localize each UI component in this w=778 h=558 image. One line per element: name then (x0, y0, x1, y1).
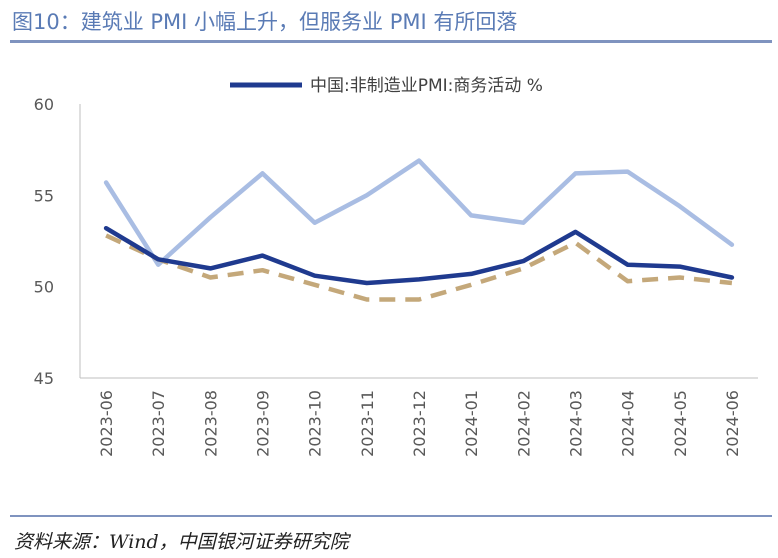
y-tick-label: 55 (34, 186, 54, 205)
y-tick-label: 50 (34, 278, 54, 297)
x-tick-label: 2023-12 (410, 390, 429, 457)
x-tick-label: 2024-02 (514, 390, 533, 457)
series-lines (103, 158, 735, 302)
x-tick-label: 2023-08 (201, 390, 220, 457)
y-axis: 45 50 55 60 (34, 95, 81, 388)
series-line-2 (103, 158, 735, 267)
figure-title: 图10：建筑业 PMI 小幅上升，但服务业 PMI 有所回落 (12, 10, 518, 34)
y-tick-label: 60 (34, 95, 54, 114)
y-tick-label: 45 (34, 369, 54, 388)
x-tick-label: 2024-01 (462, 390, 481, 457)
x-tick-label: 2023-07 (149, 390, 168, 457)
chart-legend: 中国:非制造业PMI:商务活动 % (230, 76, 543, 96)
x-tick-label: 2023-10 (306, 390, 325, 457)
x-tick-label: 2024-03 (566, 390, 585, 457)
x-tick-label: 2024-06 (723, 390, 742, 457)
x-tick-label: 2024-05 (671, 390, 690, 457)
source-divider (10, 515, 772, 517)
series-line-1 (103, 225, 735, 286)
source-note: 资料来源：Wind，中国银河证券研究院 (14, 531, 349, 553)
legend-label: 中国:非制造业PMI:商务活动 % (310, 76, 543, 96)
series-line-3 (105, 233, 733, 302)
x-tick-label: 2023-09 (254, 390, 273, 457)
x-tick-label: 2023-11 (358, 390, 377, 457)
x-tick-label: 2023-06 (97, 390, 116, 457)
x-axis: 2023-06 2023-07 2023-08 2023-09 2023-10 2023-… (80, 377, 758, 457)
x-tick-label: 2024-04 (619, 390, 638, 457)
title-divider (10, 40, 772, 43)
